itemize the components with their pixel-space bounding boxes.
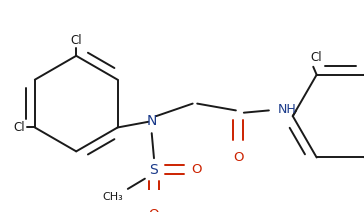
Text: N: N bbox=[147, 114, 157, 128]
Text: Cl: Cl bbox=[13, 121, 25, 134]
Text: O: O bbox=[149, 208, 159, 212]
Text: Cl: Cl bbox=[311, 52, 323, 64]
Text: S: S bbox=[150, 163, 158, 177]
Text: NH: NH bbox=[278, 103, 297, 116]
Text: O: O bbox=[233, 151, 244, 164]
Text: O: O bbox=[191, 163, 202, 176]
Text: CH₃: CH₃ bbox=[103, 192, 123, 202]
Text: Cl: Cl bbox=[70, 34, 82, 47]
